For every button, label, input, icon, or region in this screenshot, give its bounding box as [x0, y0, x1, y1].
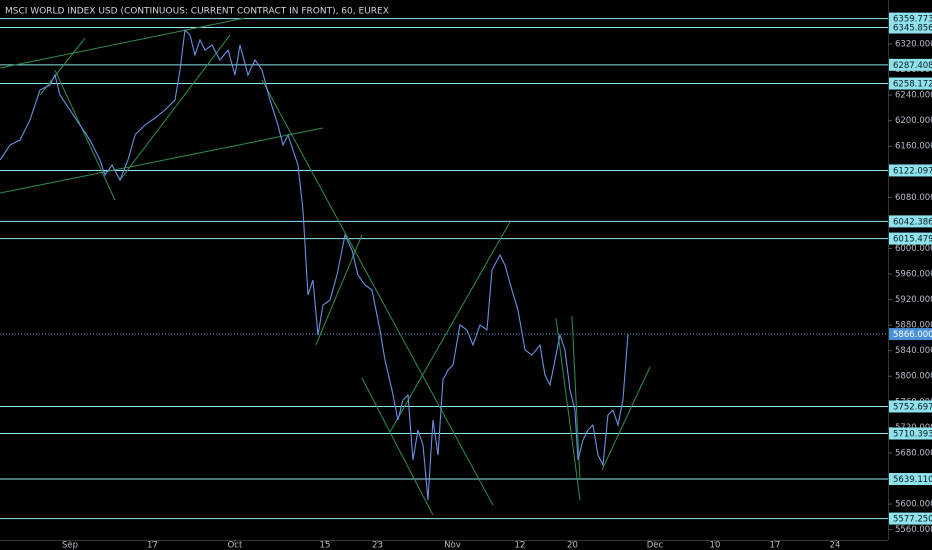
y-tick-label: 6160.0000: [895, 142, 932, 152]
y-tick-label: 6320.0000: [895, 40, 932, 50]
x-tick-label: Dec: [647, 541, 664, 550]
x-tick-label: 24: [830, 541, 841, 550]
x-tick-label: 17: [147, 541, 158, 550]
y-tick-label: 5680.0000: [895, 448, 932, 458]
level-label: 6015.4796: [893, 235, 932, 245]
x-tick-label: 23: [372, 541, 383, 550]
x-tick-label: 17: [770, 541, 781, 550]
x-tick-label: Nov: [444, 541, 461, 550]
x-tick-label: Oct: [228, 541, 243, 550]
level-label-box: [889, 58, 932, 71]
level-label: 6345.8564: [893, 24, 932, 34]
level-label-box: [889, 77, 932, 90]
level-label-box: [889, 512, 932, 525]
level-label: 6122.0972: [893, 166, 932, 176]
y-tick-label: 6080.0000: [895, 193, 932, 203]
level-label: 6359.7738: [893, 15, 932, 25]
y-tick-label: 5560.0000: [895, 525, 932, 535]
y-tick-label: 6240.0000: [895, 91, 932, 101]
trend-line: [119, 34, 231, 181]
level-label-box: [889, 215, 932, 228]
trend-line: [601, 366, 651, 471]
y-tick-label: 5600.0000: [895, 500, 932, 510]
x-tick-label: 20: [567, 541, 578, 550]
y-tick-label: 6200.0000: [895, 116, 932, 126]
y-tick-label: 5920.0000: [895, 295, 932, 305]
level-label: 6258.1721: [893, 80, 932, 90]
level-label-box: [889, 427, 932, 440]
trend-line: [54, 69, 116, 201]
level-label-box: [889, 232, 932, 245]
last-price-box: [889, 328, 932, 341]
trend-line: [0, 17, 246, 69]
x-tick-label: 10: [710, 541, 721, 550]
level-label: 6042.3869: [893, 217, 932, 227]
trend-line: [39, 37, 86, 96]
level-label: 5752.6979: [893, 402, 932, 412]
y-tick-label: 5960.0000: [895, 270, 932, 280]
level-label: 6287.4082: [893, 61, 932, 71]
trend-line: [555, 317, 581, 501]
trend-line: [315, 234, 363, 346]
chart-title: MSCI WORLD INDEX USD (CONTINUOUS: CURREN…: [5, 7, 389, 17]
level-label: 5639.1103: [893, 475, 932, 485]
x-tick-label: 12: [515, 541, 526, 550]
trend-line: [361, 377, 434, 516]
x-tick-label: Sep: [62, 541, 78, 550]
trend-line: [389, 221, 511, 433]
last-price-label: 5866.0000: [893, 330, 932, 340]
level-label-box: [889, 473, 932, 486]
y-tick-label: 5840.0000: [895, 346, 932, 356]
level-label-box: [889, 164, 932, 177]
level-label-box: [889, 12, 932, 25]
x-tick-label: 15: [320, 541, 331, 550]
trend-line: [261, 79, 494, 506]
level-label: 5710.3939: [893, 429, 932, 439]
y-tick-label: 5800.0000: [895, 372, 932, 382]
y-tick-label: 6000.0000: [895, 244, 932, 254]
level-label: 5577.2506: [893, 515, 932, 525]
price-line: [0, 28, 629, 501]
y-tick-label: 5880.0000: [895, 321, 932, 331]
trend-line: [571, 315, 581, 481]
trend-line: [0, 127, 324, 194]
level-label-box: [889, 400, 932, 413]
level-label-box: [889, 21, 932, 34]
